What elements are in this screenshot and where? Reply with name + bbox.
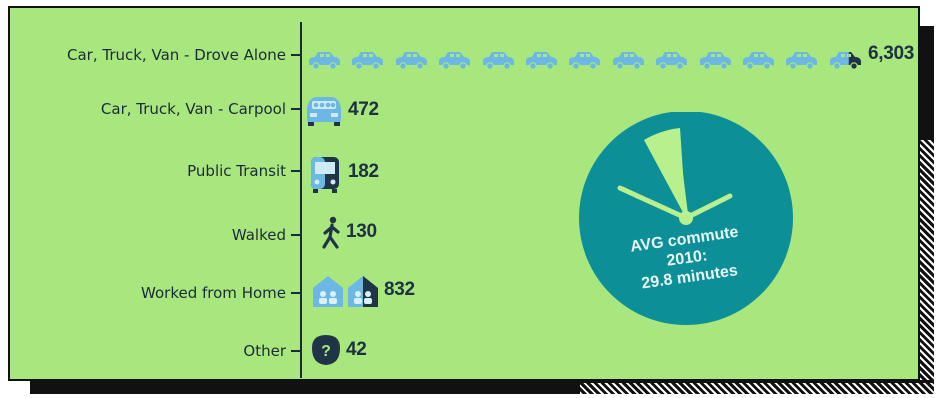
axis-tick bbox=[291, 54, 301, 56]
axis-tick bbox=[291, 108, 301, 110]
car-icon bbox=[829, 52, 861, 70]
car-icon bbox=[395, 52, 427, 70]
clock-hand-minute bbox=[677, 167, 689, 221]
axis-tick bbox=[291, 234, 301, 236]
car-icon bbox=[786, 52, 818, 70]
car-icon bbox=[482, 52, 514, 70]
car-icon bbox=[569, 52, 601, 70]
value-label-public-transit: 182 bbox=[348, 161, 379, 182]
value-label-carpool: 472 bbox=[348, 99, 379, 120]
category-label-public-transit: Public Transit bbox=[187, 162, 286, 180]
question-icon: ? bbox=[312, 335, 340, 365]
category-label-walked: Walked bbox=[231, 226, 286, 244]
walking-person-icon bbox=[322, 216, 340, 249]
value-label-worked-from-home: 832 bbox=[384, 279, 415, 300]
car-icon bbox=[439, 52, 471, 70]
house-icon bbox=[313, 276, 343, 307]
axis-tick bbox=[291, 292, 301, 294]
carpool-icon bbox=[307, 97, 341, 126]
car-icon bbox=[699, 52, 731, 70]
commute-time-wedge bbox=[644, 128, 686, 218]
car-icon bbox=[352, 52, 384, 70]
car-icon bbox=[526, 52, 557, 70]
category-label-other: Other bbox=[243, 342, 286, 360]
axis-tick bbox=[291, 170, 301, 172]
value-label-other: 42 bbox=[346, 339, 367, 360]
value-label-drove-alone: 6,303 bbox=[868, 43, 915, 64]
car-icon bbox=[743, 52, 774, 70]
house-icon bbox=[348, 276, 378, 307]
hatch-pattern-right bbox=[920, 140, 934, 380]
commute-clock-dial bbox=[579, 112, 793, 325]
car-icon bbox=[612, 52, 644, 70]
clock-hand-start bbox=[617, 185, 689, 221]
axis-tick bbox=[291, 350, 301, 352]
clock-center bbox=[679, 211, 693, 225]
value-label-walked: 130 bbox=[346, 221, 377, 242]
category-axis bbox=[300, 22, 302, 378]
category-label-carpool: Car, Truck, Van - Carpool bbox=[100, 100, 286, 118]
bus-icon bbox=[311, 157, 339, 193]
clock-hand-hour bbox=[683, 193, 733, 221]
car-icon bbox=[656, 52, 688, 70]
category-label-drove-alone: Car, Truck, Van - Drove Alone bbox=[67, 46, 286, 64]
car-icon bbox=[309, 52, 340, 70]
svg-text:?: ? bbox=[321, 343, 331, 360]
hatch-pattern-bottom bbox=[580, 383, 934, 394]
category-label-worked-from-home: Worked from Home bbox=[141, 284, 286, 302]
